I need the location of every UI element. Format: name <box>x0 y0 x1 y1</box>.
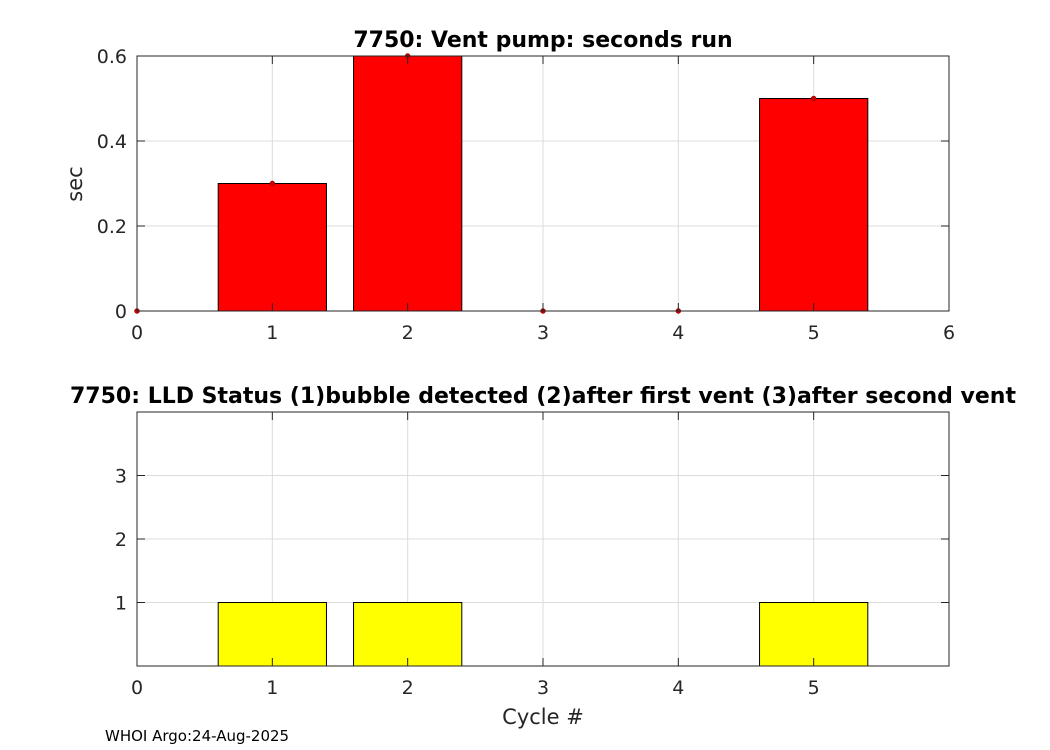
x-tick-label: 4 <box>672 322 684 344</box>
x-tick-label: 6 <box>943 322 955 344</box>
data-point <box>810 95 817 102</box>
y-tick-label: 2 <box>115 529 127 551</box>
y-tick-label: 0 <box>115 301 127 323</box>
chart2-x-label: Cycle # <box>502 705 584 729</box>
lld-status-chart: 0 1 2 3 4 5 1 2 3 7750: LLD Status (1)bubble de… <box>70 384 1016 729</box>
chart1-y-label: sec <box>63 166 87 201</box>
x-tick-label: 2 <box>402 677 414 699</box>
bar <box>353 55 463 312</box>
bar <box>217 602 327 667</box>
y-tick-label: 1 <box>115 593 127 615</box>
chart1-y-ticks: 0 0.2 0.4 0.6 <box>97 46 949 323</box>
chart2-title: 7750: LLD Status (1)bubble detected (2)a… <box>70 384 1016 409</box>
bar <box>759 98 869 312</box>
x-tick-label: 5 <box>808 677 820 699</box>
footer-credit: WHOI Argo:24-Aug-2025 <box>105 727 289 745</box>
chart1-x-ticks: 0 1 2 3 4 5 6 <box>131 56 955 344</box>
chart1-bars <box>217 55 869 312</box>
chart2-y-ticks: 1 2 3 <box>115 466 949 615</box>
y-tick-label: 0.6 <box>97 46 127 68</box>
x-tick-label: 3 <box>537 677 549 699</box>
chart1-title: 7750: Vent pump: seconds run <box>353 28 732 53</box>
bar <box>759 602 869 667</box>
x-tick-label: 0 <box>131 322 143 344</box>
x-tick-label: 2 <box>402 322 414 344</box>
x-tick-label: 0 <box>131 677 143 699</box>
vent-pump-chart: 0 1 2 3 4 5 6 0 0.2 0.4 0.6 7750: Vent pump: seco… <box>63 28 955 344</box>
x-tick-label: 3 <box>537 322 549 344</box>
x-tick-label: 1 <box>266 322 278 344</box>
chart2-x-ticks: 0 1 2 3 4 5 <box>131 412 820 699</box>
x-tick-label: 4 <box>672 677 684 699</box>
data-point <box>269 180 276 187</box>
bar <box>217 183 327 312</box>
y-tick-label: 0.2 <box>97 216 127 238</box>
x-tick-label: 1 <box>266 677 278 699</box>
y-tick-label: 3 <box>115 466 127 488</box>
chart2-bars <box>217 602 869 667</box>
x-tick-label: 5 <box>808 322 820 344</box>
y-tick-label: 0.4 <box>97 131 127 153</box>
bar <box>353 602 463 667</box>
